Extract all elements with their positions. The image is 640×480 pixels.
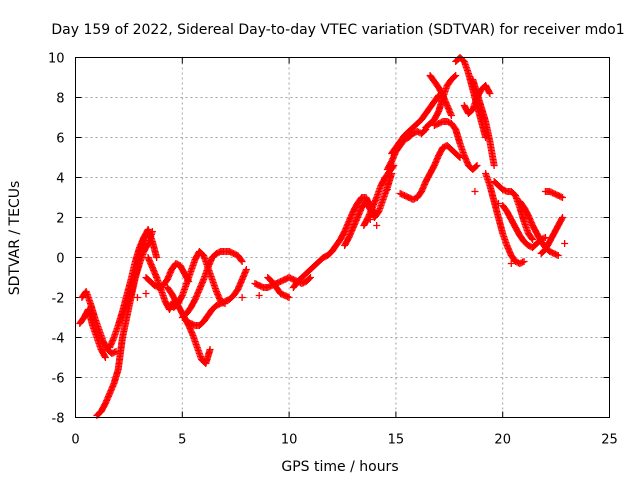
- data-point: [452, 72, 460, 79]
- data-point: [529, 236, 537, 243]
- data-point: [101, 354, 109, 361]
- x-tick-label: 25: [601, 433, 618, 448]
- data-point: [306, 274, 314, 281]
- series-track-23: [430, 118, 481, 173]
- y-tick-label: 4: [56, 172, 64, 187]
- data-point: [485, 88, 493, 96]
- data-point: [472, 163, 480, 170]
- data-point: [148, 228, 156, 235]
- data-point: [490, 162, 498, 169]
- plot-frame: [75, 57, 610, 418]
- data-point: [153, 274, 161, 281]
- y-tick-label: -4: [52, 332, 65, 347]
- data-point: [541, 234, 549, 241]
- data-point: [142, 290, 150, 297]
- x-tick-label: 15: [388, 433, 405, 448]
- data-point: [455, 153, 463, 160]
- series-track-2: [78, 288, 120, 357]
- x-tick-label: 20: [494, 433, 511, 448]
- x-axis-label: GPS time / hours: [281, 459, 398, 475]
- data-point: [520, 258, 528, 265]
- data-point: [557, 193, 565, 201]
- data-point: [558, 215, 566, 223]
- series-track-15: [324, 194, 379, 259]
- data-point: [101, 352, 109, 360]
- y-axis-label: SDTVAR / TECUs: [7, 181, 23, 296]
- data-point: [255, 292, 263, 299]
- y-tick-label: 8: [56, 92, 64, 107]
- y-tick-label: -8: [52, 412, 65, 427]
- data-point: [486, 90, 494, 97]
- series-track-19: [388, 92, 443, 157]
- data-point: [519, 258, 527, 266]
- series-track-5: [118, 228, 156, 321]
- chart-title: Day 159 of 2022, Sidereal Day-to-day VTE…: [51, 22, 624, 38]
- data-point: [153, 254, 161, 261]
- data-point: [554, 252, 562, 259]
- axis-ticks: 0 5 10 15 20 25 -8 -6 -4 -2 0 2 4 6 8 10: [48, 52, 618, 448]
- grid: [75, 57, 610, 418]
- data-point: [373, 222, 381, 229]
- x-tick-label: 0: [71, 433, 79, 448]
- data-point: [111, 348, 119, 356]
- data-point: [285, 294, 293, 301]
- x-tick-label: 10: [281, 433, 298, 448]
- data-point: [366, 216, 374, 223]
- series-track-11: [183, 266, 250, 329]
- series-track-17: [360, 162, 398, 229]
- series-track-30: [516, 198, 562, 259]
- series-track-16: [341, 170, 396, 249]
- data-point: [559, 194, 567, 201]
- data-point: [238, 294, 246, 301]
- series-track-27: [482, 170, 528, 267]
- series-track-31: [537, 214, 567, 257]
- data-point: [528, 234, 536, 242]
- data-point: [553, 251, 561, 259]
- data-point: [238, 258, 246, 265]
- y-tick-label: 2: [56, 212, 64, 227]
- series-track-10: [178, 248, 246, 321]
- data-point: [447, 112, 455, 119]
- y-tick-label: 0: [56, 252, 64, 267]
- data-point: [284, 293, 292, 301]
- data-point: [421, 127, 429, 134]
- data-point: [494, 200, 502, 207]
- series-track-13: [264, 274, 293, 301]
- data-point: [206, 346, 214, 353]
- data-point: [471, 188, 479, 195]
- data-point: [383, 186, 391, 193]
- series-track-33: [133, 186, 569, 301]
- y-tick-label: -6: [52, 372, 65, 387]
- data-point: [305, 275, 313, 282]
- plot-area: [76, 54, 569, 419]
- data-point: [237, 256, 245, 264]
- data-point: [507, 260, 515, 267]
- series-track-20: [396, 142, 464, 203]
- series-track-22: [426, 72, 455, 119]
- data-point: [473, 162, 481, 169]
- data-point: [242, 266, 250, 273]
- series-track-8: [163, 284, 214, 367]
- data-point: [561, 240, 569, 247]
- y-tick-label: 10: [48, 52, 65, 67]
- x-tick-label: 5: [178, 433, 186, 448]
- data-point: [559, 214, 567, 221]
- data-point: [133, 294, 141, 301]
- y-tick-label: 6: [56, 132, 64, 147]
- series-track-26: [469, 76, 498, 169]
- y-tick-label: -2: [52, 292, 65, 307]
- series-track-32: [541, 188, 567, 201]
- data-point: [451, 73, 459, 80]
